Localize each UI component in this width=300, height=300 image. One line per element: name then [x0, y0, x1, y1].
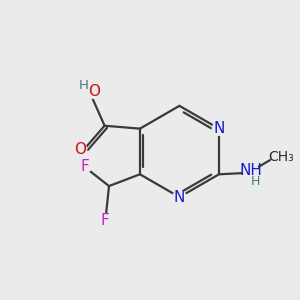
Circle shape [88, 85, 101, 98]
Circle shape [212, 122, 226, 135]
Text: N: N [174, 190, 185, 205]
Circle shape [74, 143, 87, 156]
Circle shape [271, 147, 291, 166]
Circle shape [98, 214, 111, 227]
Text: H: H [79, 79, 89, 92]
Text: H: H [251, 175, 260, 188]
Text: O: O [88, 84, 100, 99]
Text: NH: NH [239, 163, 262, 178]
Text: O: O [74, 142, 86, 157]
Text: CH₃: CH₃ [268, 150, 294, 164]
Circle shape [173, 190, 186, 204]
Text: F: F [80, 159, 89, 174]
Circle shape [243, 163, 258, 178]
Circle shape [78, 160, 91, 173]
Text: N: N [213, 121, 225, 136]
Text: F: F [100, 213, 109, 228]
